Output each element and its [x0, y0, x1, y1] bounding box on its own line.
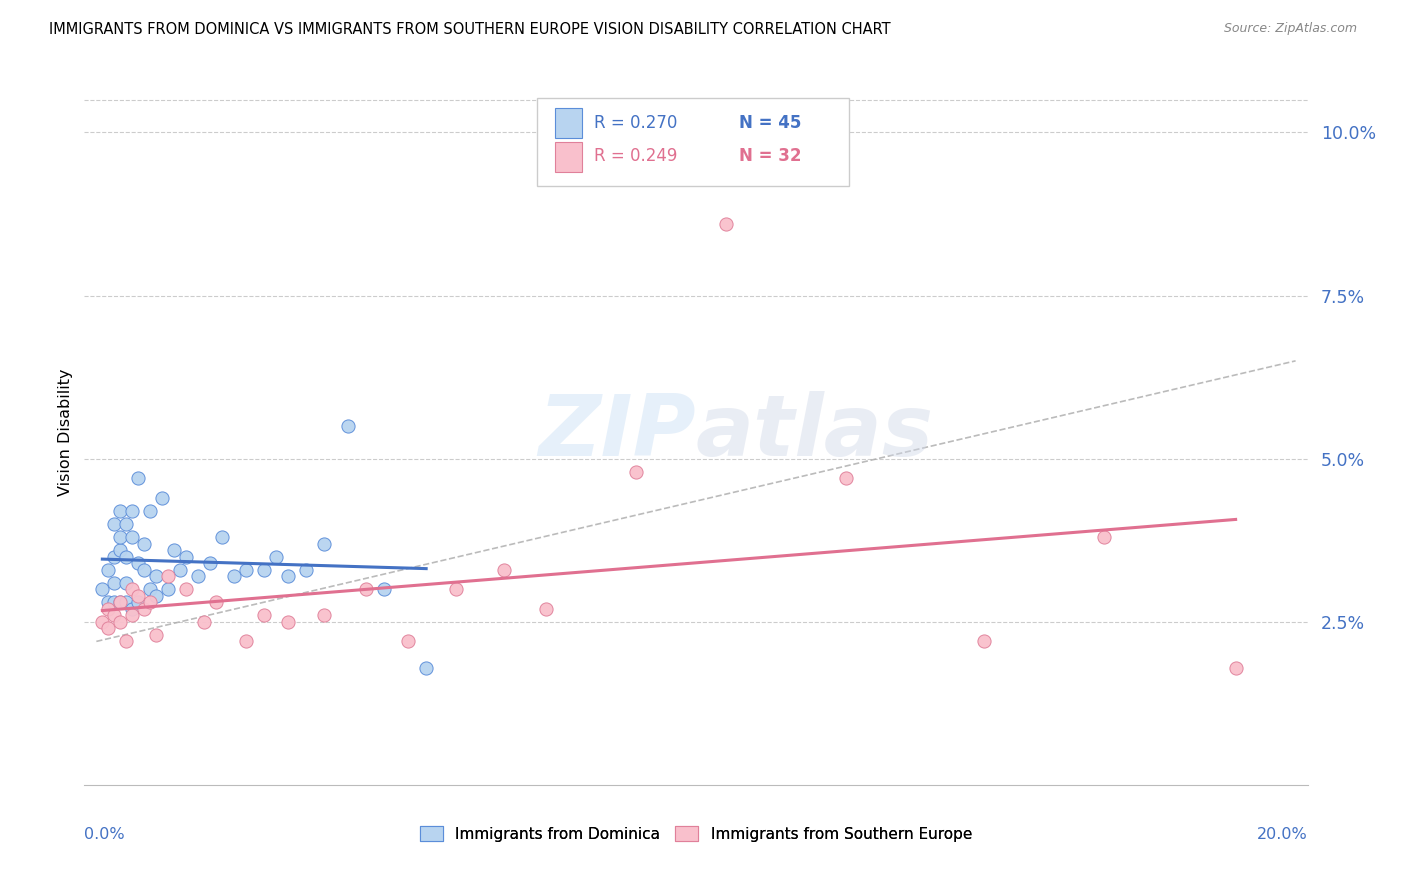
- Point: [354, 582, 377, 597]
- Point: [174, 549, 197, 564]
- Point: [127, 589, 149, 603]
- Point: [97, 563, 120, 577]
- Point: [415, 660, 437, 674]
- FancyBboxPatch shape: [555, 109, 582, 138]
- Point: [157, 569, 180, 583]
- Point: [110, 504, 132, 518]
- Point: [97, 595, 120, 609]
- Text: R = 0.270: R = 0.270: [595, 113, 678, 131]
- Point: [115, 516, 138, 531]
- Point: [835, 471, 858, 485]
- Point: [157, 582, 180, 597]
- Text: ZIP: ZIP: [538, 391, 696, 475]
- Text: N = 32: N = 32: [738, 147, 801, 165]
- Point: [110, 530, 132, 544]
- Text: 0.0%: 0.0%: [84, 827, 125, 842]
- Text: Source: ZipAtlas.com: Source: ZipAtlas.com: [1223, 22, 1357, 36]
- Point: [97, 621, 120, 635]
- Point: [264, 549, 287, 564]
- Point: [127, 556, 149, 570]
- Point: [624, 465, 647, 479]
- Point: [103, 549, 125, 564]
- Point: [127, 471, 149, 485]
- Text: IMMIGRANTS FROM DOMINICA VS IMMIGRANTS FROM SOUTHERN EUROPE VISION DISABILITY CO: IMMIGRANTS FROM DOMINICA VS IMMIGRANTS F…: [49, 22, 891, 37]
- Point: [714, 217, 737, 231]
- Point: [121, 608, 143, 623]
- Point: [277, 615, 299, 629]
- Point: [103, 516, 125, 531]
- Point: [139, 582, 162, 597]
- Point: [494, 563, 516, 577]
- FancyBboxPatch shape: [537, 98, 849, 186]
- Point: [134, 601, 156, 615]
- Point: [91, 615, 114, 629]
- Point: [1225, 660, 1247, 674]
- Point: [373, 582, 395, 597]
- FancyBboxPatch shape: [555, 143, 582, 172]
- Point: [134, 563, 156, 577]
- Point: [97, 601, 120, 615]
- Point: [110, 543, 132, 558]
- Point: [444, 582, 467, 597]
- Point: [134, 536, 156, 550]
- Point: [110, 615, 132, 629]
- Text: atlas: atlas: [696, 391, 934, 475]
- Point: [973, 634, 995, 648]
- Point: [103, 575, 125, 590]
- Point: [145, 569, 167, 583]
- Point: [169, 563, 191, 577]
- Point: [150, 491, 173, 505]
- Point: [139, 595, 162, 609]
- Point: [253, 563, 276, 577]
- Point: [314, 536, 336, 550]
- Point: [187, 569, 209, 583]
- Point: [174, 582, 197, 597]
- Point: [145, 628, 167, 642]
- Point: [91, 582, 114, 597]
- Point: [253, 608, 276, 623]
- Point: [121, 601, 143, 615]
- Point: [127, 595, 149, 609]
- Point: [200, 556, 222, 570]
- Point: [103, 595, 125, 609]
- Point: [115, 549, 138, 564]
- Point: [534, 601, 557, 615]
- Point: [103, 608, 125, 623]
- Point: [115, 595, 138, 609]
- Point: [337, 419, 360, 434]
- Point: [145, 589, 167, 603]
- Point: [110, 595, 132, 609]
- Text: 20.0%: 20.0%: [1257, 827, 1308, 842]
- Point: [314, 608, 336, 623]
- Point: [295, 563, 318, 577]
- Point: [1092, 530, 1115, 544]
- Point: [121, 504, 143, 518]
- Point: [110, 595, 132, 609]
- Point: [211, 530, 233, 544]
- Point: [139, 504, 162, 518]
- Point: [235, 634, 257, 648]
- Text: N = 45: N = 45: [738, 113, 801, 131]
- Legend: Immigrants from Dominica, Immigrants from Southern Europe: Immigrants from Dominica, Immigrants fro…: [413, 820, 979, 847]
- Point: [235, 563, 257, 577]
- Point: [193, 615, 215, 629]
- Point: [115, 575, 138, 590]
- Point: [163, 543, 186, 558]
- Point: [224, 569, 246, 583]
- Point: [277, 569, 299, 583]
- Text: R = 0.249: R = 0.249: [595, 147, 678, 165]
- Point: [205, 595, 228, 609]
- Point: [115, 634, 138, 648]
- Point: [396, 634, 419, 648]
- Y-axis label: Vision Disability: Vision Disability: [58, 369, 73, 496]
- Point: [121, 530, 143, 544]
- Point: [121, 582, 143, 597]
